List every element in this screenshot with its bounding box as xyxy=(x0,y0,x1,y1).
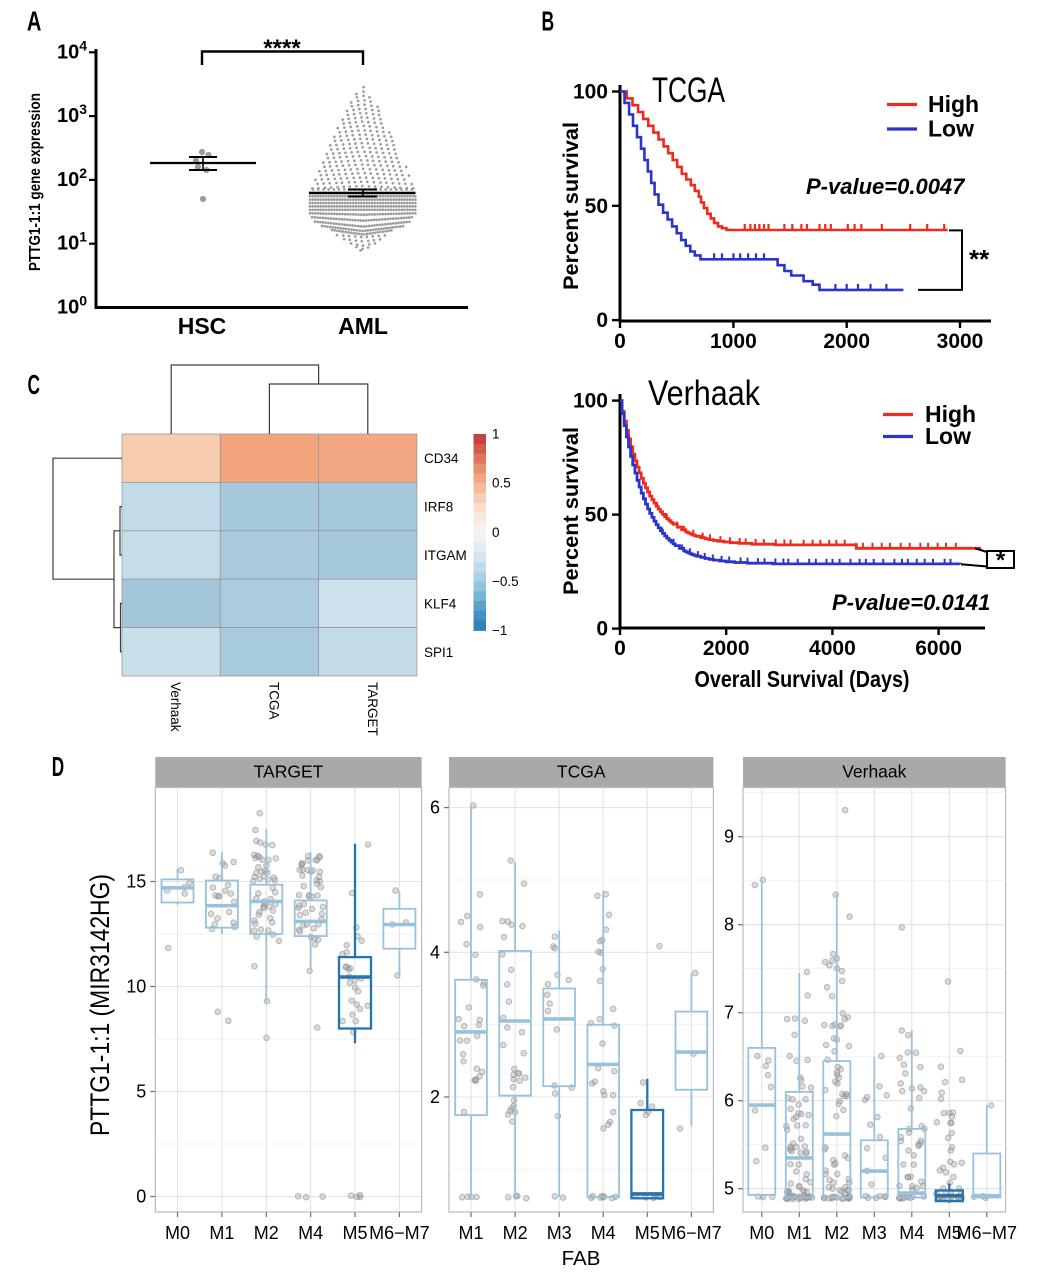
svg-text:0: 0 xyxy=(596,309,608,332)
svg-text:High: High xyxy=(928,91,979,117)
svg-text:5: 5 xyxy=(724,1179,734,1199)
svg-text:6: 6 xyxy=(430,798,440,818)
svg-text:100: 100 xyxy=(573,390,608,413)
svg-text:M6−M7: M6−M7 xyxy=(661,1223,722,1243)
svg-text:4000: 4000 xyxy=(809,637,856,660)
svg-text:CD34: CD34 xyxy=(424,451,459,466)
svg-text:7: 7 xyxy=(724,1003,734,1023)
svg-text:50: 50 xyxy=(585,195,608,218)
svg-text:2000: 2000 xyxy=(703,637,750,660)
svg-text:C: C xyxy=(28,369,41,400)
svg-text:0: 0 xyxy=(492,525,500,540)
svg-text:1: 1 xyxy=(492,427,500,442)
svg-text:P-value=0.0141: P-value=0.0141 xyxy=(832,590,990,615)
svg-text:M1: M1 xyxy=(209,1223,234,1243)
svg-text:**: ** xyxy=(969,244,990,274)
svg-text:M1: M1 xyxy=(458,1223,483,1243)
svg-text:M4: M4 xyxy=(591,1223,616,1243)
svg-text:M2: M2 xyxy=(503,1223,528,1243)
svg-text:Percent survival: Percent survival xyxy=(560,427,583,595)
svg-text:AML: AML xyxy=(338,313,388,339)
svg-text:M4: M4 xyxy=(298,1223,323,1243)
svg-text:M3: M3 xyxy=(547,1223,572,1243)
svg-text:4: 4 xyxy=(430,942,440,962)
svg-text:3000: 3000 xyxy=(937,330,984,353)
svg-text:*: * xyxy=(996,547,1006,574)
svg-text:−0.5: −0.5 xyxy=(492,574,519,589)
svg-text:HSC: HSC xyxy=(178,313,227,339)
svg-text:Low: Low xyxy=(928,116,974,142)
svg-text:P-value=0.0047: P-value=0.0047 xyxy=(806,174,966,199)
svg-text:8: 8 xyxy=(724,915,734,935)
svg-text:Verhaak: Verhaak xyxy=(168,682,183,732)
svg-text:PTTG1-1:1 (MIR3142HG): PTTG1-1:1 (MIR3142HG) xyxy=(85,874,115,1136)
svg-text:PTTG1-1:1 gene expression: PTTG1-1:1 gene expression xyxy=(27,93,44,271)
svg-text:TCGA: TCGA xyxy=(652,71,725,110)
svg-text:−1: −1 xyxy=(492,623,507,638)
svg-text:2: 2 xyxy=(430,1087,440,1107)
svg-text:9: 9 xyxy=(724,827,734,847)
svg-text:Low: Low xyxy=(925,423,971,449)
svg-text:M5: M5 xyxy=(342,1223,367,1243)
svg-text:D: D xyxy=(52,751,64,782)
svg-text:M4: M4 xyxy=(899,1223,924,1243)
svg-text:B: B xyxy=(542,5,555,36)
svg-text:M5: M5 xyxy=(937,1223,962,1243)
svg-text:6000: 6000 xyxy=(915,637,962,660)
svg-text:5: 5 xyxy=(136,1082,146,1102)
svg-text:2000: 2000 xyxy=(823,330,870,353)
svg-text:ITGAM: ITGAM xyxy=(424,548,467,563)
svg-text:100: 100 xyxy=(573,81,608,104)
svg-text:Verhaak: Verhaak xyxy=(648,374,760,413)
svg-text:Percent survival: Percent survival xyxy=(560,122,583,290)
svg-text:SPI1: SPI1 xyxy=(424,645,453,660)
svg-text:A: A xyxy=(27,6,42,37)
svg-text:****: **** xyxy=(263,35,301,62)
svg-text:M6−M7: M6−M7 xyxy=(369,1223,430,1243)
svg-text:M6−M7: M6−M7 xyxy=(957,1223,1018,1243)
svg-text:1000: 1000 xyxy=(710,330,757,353)
svg-text:0: 0 xyxy=(596,618,608,641)
svg-text:M5: M5 xyxy=(635,1223,660,1243)
svg-text:M2: M2 xyxy=(824,1223,849,1243)
svg-text:0.5: 0.5 xyxy=(492,476,511,491)
svg-text:M0: M0 xyxy=(165,1223,190,1243)
svg-text:IRF8: IRF8 xyxy=(424,500,453,515)
svg-text:Overall Survival (Days): Overall Survival (Days) xyxy=(695,666,910,692)
svg-text:6: 6 xyxy=(724,1091,734,1111)
svg-text:50: 50 xyxy=(585,504,608,527)
svg-text:M2: M2 xyxy=(254,1223,279,1243)
svg-text:KLF4: KLF4 xyxy=(424,596,457,611)
svg-text:M3: M3 xyxy=(862,1223,887,1243)
svg-text:TARGET: TARGET xyxy=(365,682,380,736)
svg-text:M1: M1 xyxy=(787,1223,812,1243)
svg-text:High: High xyxy=(925,401,976,427)
svg-text:M0: M0 xyxy=(749,1223,774,1243)
svg-text:0: 0 xyxy=(136,1187,146,1207)
svg-text:Verhaak: Verhaak xyxy=(842,762,906,782)
svg-text:15: 15 xyxy=(126,872,146,892)
svg-text:TARGET: TARGET xyxy=(254,762,324,782)
svg-text:TCGA: TCGA xyxy=(557,762,606,782)
svg-text:0: 0 xyxy=(614,330,626,353)
svg-text:FAB: FAB xyxy=(562,1247,601,1270)
svg-text:TCGA: TCGA xyxy=(266,682,281,720)
svg-text:0: 0 xyxy=(614,637,626,660)
svg-text:10: 10 xyxy=(126,977,146,997)
